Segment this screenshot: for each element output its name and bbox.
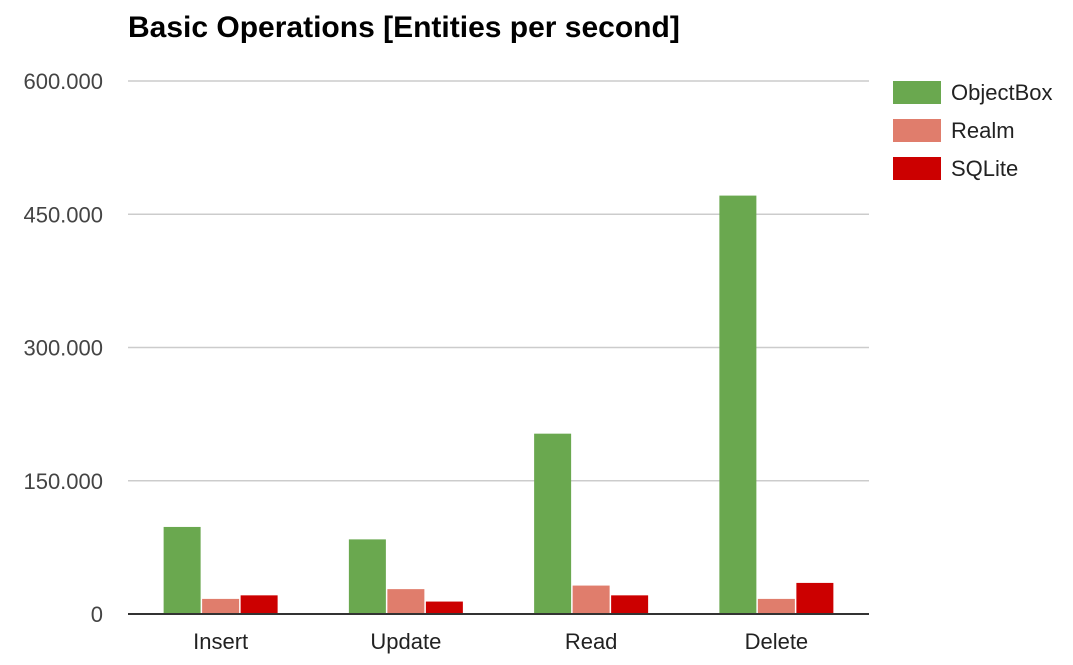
legend-swatch	[893, 157, 941, 180]
x-tick-label: Insert	[193, 629, 248, 654]
bar-realm-insert	[202, 598, 240, 614]
x-tick-label: Read	[565, 629, 618, 654]
chart-title: Basic Operations [Entities per second]	[128, 11, 680, 44]
bar-sqlite-read	[611, 595, 649, 614]
y-tick-label: 600.000	[23, 69, 103, 94]
bar-sqlite-delete	[796, 582, 834, 614]
legend-label: Realm	[951, 118, 1015, 143]
legend-label: SQLite	[951, 156, 1018, 181]
y-axis-ticks: 0 150.000 300.000 450.000 600.000	[23, 69, 103, 627]
bar-realm-read	[572, 585, 610, 614]
y-tick-label: 150.000	[23, 469, 103, 494]
bar-objectbox-update	[348, 539, 386, 614]
bar-sqlite-update	[425, 601, 463, 614]
bars	[163, 195, 834, 614]
bar-realm-delete	[757, 598, 795, 614]
x-tick-label: Delete	[745, 629, 809, 654]
bar-realm-update	[387, 589, 425, 614]
bar-objectbox-insert	[163, 526, 201, 614]
y-tick-label: 450.000	[23, 202, 103, 227]
y-tick-label: 0	[91, 602, 103, 627]
x-axis-labels: Insert Update Read Delete	[193, 629, 808, 654]
y-tick-label: 300.000	[23, 336, 103, 361]
legend-swatch	[893, 119, 941, 142]
bar-objectbox-read	[534, 433, 572, 614]
legend: ObjectBox Realm SQLite	[893, 80, 1053, 181]
legend-swatch	[893, 81, 941, 104]
bar-sqlite-insert	[240, 595, 278, 614]
legend-label: ObjectBox	[951, 80, 1053, 105]
grid	[128, 80, 869, 482]
x-tick-label: Update	[370, 629, 441, 654]
bar-objectbox-delete	[719, 195, 757, 614]
